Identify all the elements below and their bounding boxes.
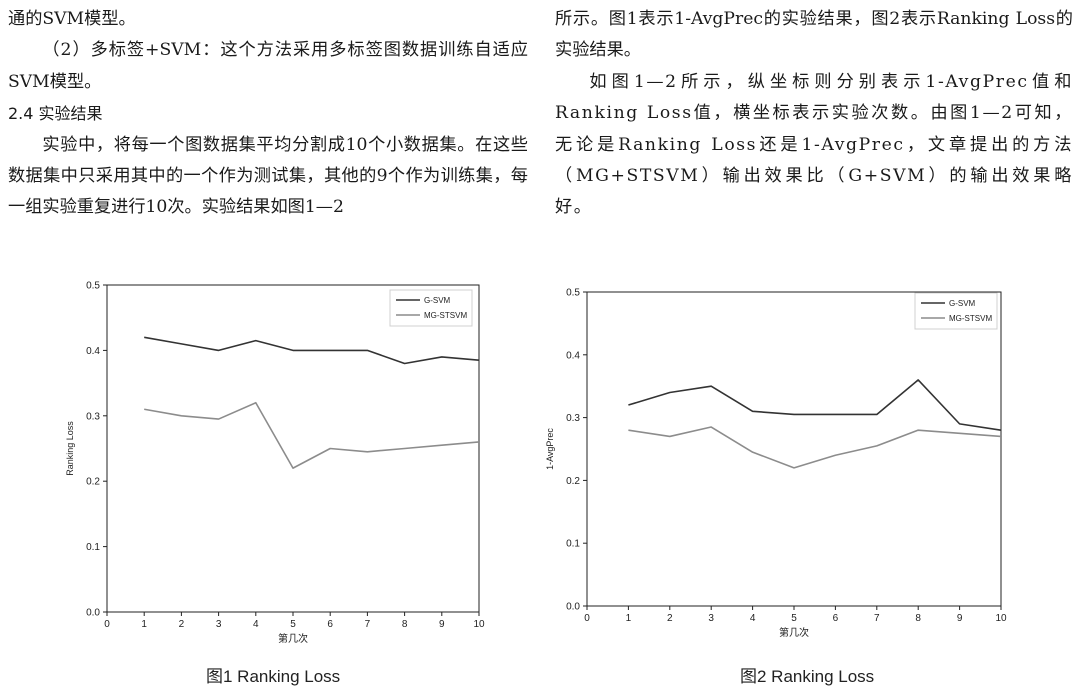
x-tick-label: 8 (915, 613, 921, 624)
y-tick-label: 0.1 (86, 542, 100, 553)
x-tick-label: 4 (750, 613, 756, 624)
x-tick-label: 6 (327, 619, 333, 630)
x-tick-label: 10 (995, 613, 1007, 624)
x-tick-label: 3 (216, 619, 222, 630)
y-tick-label: 0.2 (566, 476, 580, 487)
y-axis-label: Ranking Loss (65, 421, 75, 476)
legend-box (389, 289, 473, 327)
x-tick-label: 9 (439, 619, 445, 630)
y-tick-label: 0.2 (86, 477, 100, 488)
x-axis-label: 第几次 (278, 632, 308, 645)
x-tick-label: 2 (179, 619, 185, 630)
figure-1-caption: 图1 Ranking Loss (206, 667, 341, 686)
x-tick-label: 7 (365, 619, 371, 630)
x-tick-label: 6 (833, 613, 839, 624)
legend-box (914, 292, 998, 330)
x-tick-label: 10 (473, 619, 485, 630)
x-axis-label: 第几次 (779, 626, 809, 639)
x-tick-label: 4 (253, 619, 259, 630)
legend-label: G-SVM (424, 296, 451, 305)
series-line-g-svm (144, 336, 480, 365)
x-tick-label: 1 (141, 619, 147, 630)
figure-1-chart: 0.0 0.1 0.2 0.3 0.4 0.5 0 1 2 3 4 5 6 7 8 9 10 第几次 Ranking… (65, 281, 485, 646)
series-line-g-svm (628, 379, 1002, 431)
paragraph-experiment: 实验中，将每一个图数据集平均分割成10个小数据集。在这些数据集中只采用其中的一个… (8, 134, 528, 218)
x-tick-label: 0 (104, 619, 110, 630)
paragraph-analysis: 如图1—2所示，纵坐标则分别表示1-AvgPrec值和Ranking Loss值… (555, 71, 1073, 218)
right-column: 所示。图1表示1-AvgPrec的实验结果，图2表示Ranking Loss的实… (555, 4, 1073, 224)
left-column: 通的SVM模型。 （2）多标签+SVM：这个方法采用多标签图数据训练自适应SVM… (8, 4, 528, 224)
legend-label: G-SVM (949, 299, 976, 308)
x-tick-label: 0 (584, 613, 590, 624)
legend-label: MG-STSVM (949, 314, 992, 323)
x-tick-label: 3 (708, 613, 714, 624)
paragraph-multilabel-svm: （2）多标签+SVM：这个方法采用多标签图数据训练自适应SVM模型。 (8, 40, 528, 92)
y-tick-label: 0.4 (86, 346, 100, 357)
legend-label: MG-STSVM (424, 311, 467, 320)
plot-frame (106, 284, 480, 613)
paragraph-continued: 通的SVM模型。 (8, 9, 136, 29)
y-tick-label: 0.5 (566, 288, 580, 299)
x-tick-label: 7 (874, 613, 880, 624)
x-tick-label: 5 (290, 619, 296, 630)
y-axis-label: 1-AvgPrec (545, 428, 555, 470)
series-line-mg-stsvm (144, 401, 480, 469)
y-tick-label: 0.3 (86, 411, 100, 422)
y-tick-label: 0.0 (566, 602, 580, 613)
figure-2-chart: 0.0 0.1 0.2 0.3 0.4 0.5 0 1 2 3 4 5 6 7 8 9 10 第几次 1-AvgPr… (545, 288, 1007, 640)
y-tick-label: 0.5 (86, 281, 100, 292)
y-tick-label: 0.1 (566, 539, 580, 550)
x-tick-label: 8 (402, 619, 408, 630)
x-tick-label: 1 (626, 613, 632, 624)
x-tick-label: 2 (667, 613, 673, 624)
plot-frame (586, 291, 1002, 607)
paragraph-figure-intro: 所示。图1表示1-AvgPrec的实验结果，图2表示Ranking Loss的实… (555, 9, 1073, 61)
y-tick-label: 0.0 (86, 608, 100, 619)
y-tick-label: 0.3 (566, 413, 580, 424)
y-tick-label: 0.4 (566, 350, 580, 361)
x-tick-label: 5 (791, 613, 797, 624)
section-heading: 2.4 实验结果 (8, 104, 103, 124)
figure-2-caption: 图2 Ranking Loss (740, 667, 875, 686)
series-line-mg-stsvm (628, 426, 1002, 469)
x-tick-label: 9 (957, 613, 963, 624)
